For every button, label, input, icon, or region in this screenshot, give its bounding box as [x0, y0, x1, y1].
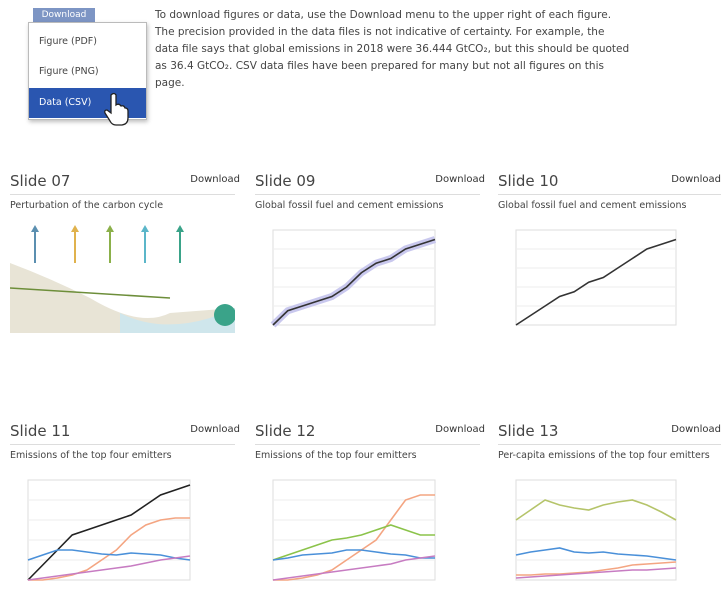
trend-line	[272, 238, 436, 326]
thumbnail	[270, 229, 437, 328]
trend-line	[27, 555, 191, 581]
slide-subtitle: Global fossil fuel and cement emissions	[498, 200, 687, 211]
slide-subtitle: Emissions of the top four emitters	[10, 450, 172, 461]
arrow-head	[31, 225, 39, 232]
ocean	[120, 308, 235, 333]
divider	[10, 194, 235, 195]
download-link[interactable]: Download	[190, 424, 240, 435]
arrow-head	[141, 225, 149, 232]
download-link[interactable]: Download	[435, 174, 485, 185]
trend-line	[515, 567, 677, 579]
arrow-head	[71, 225, 79, 232]
thumbnail	[27, 479, 191, 581]
flux	[10, 287, 171, 299]
arrow-head	[176, 225, 184, 232]
trend-line	[515, 238, 677, 326]
trend-line	[273, 494, 435, 581]
thumbnail	[272, 479, 436, 581]
slide-title: Slide 13	[498, 422, 559, 440]
slide-title: Slide 11	[10, 422, 71, 440]
trend-line	[27, 484, 191, 581]
divider	[498, 194, 721, 195]
thumbnail	[515, 479, 677, 581]
trend-line	[272, 555, 436, 581]
plot-area	[27, 479, 191, 581]
hand-cursor	[104, 92, 129, 126]
menu-item[interactable]: Figure (PNG)	[39, 66, 99, 77]
slide-subtitle: Perturbation of the carbon cycle	[10, 200, 164, 211]
download-link[interactable]: Download	[671, 424, 721, 435]
download-link[interactable]: Download	[435, 424, 485, 435]
plot-area	[272, 479, 436, 581]
ocean-circle	[214, 304, 235, 326]
divider	[255, 444, 480, 445]
trend-line	[272, 549, 435, 561]
trend-line	[516, 561, 677, 576]
slide-subtitle: Emissions of the top four emitters	[255, 450, 417, 461]
land	[10, 263, 235, 333]
download-button[interactable]: Download	[33, 8, 95, 22]
trend-line	[515, 499, 677, 521]
arrow-head	[106, 225, 114, 232]
plot-area	[515, 229, 677, 326]
plot-area	[515, 479, 677, 581]
slide-title: Slide 09	[255, 172, 316, 190]
menu-item[interactable]: Data (CSV)	[29, 88, 146, 118]
download-link[interactable]: Download	[671, 174, 721, 185]
divider	[10, 444, 235, 445]
download-menu: Figure (PDF) Figure (PNG) Data (CSV)	[28, 22, 147, 120]
slide-subtitle: Per-capita emissions of the top four emi…	[498, 450, 710, 461]
slide-title: Slide 12	[255, 422, 316, 440]
download-link[interactable]: Download	[190, 174, 240, 185]
slide-subtitle: Global fossil fuel and cement emissions	[255, 200, 444, 211]
trend-line	[515, 547, 677, 561]
divider	[255, 194, 480, 195]
intro-text: To download figures or data, use the Dow…	[155, 9, 630, 89]
slide-title: Slide 10	[498, 172, 559, 190]
menu-item[interactable]: Figure (PDF)	[39, 36, 97, 47]
thumbnail	[10, 225, 235, 333]
slide-title: Slide 07	[10, 172, 71, 190]
thumbnail	[515, 229, 677, 326]
trend-line	[27, 549, 191, 561]
divider	[498, 444, 721, 445]
trend-line	[272, 524, 435, 561]
